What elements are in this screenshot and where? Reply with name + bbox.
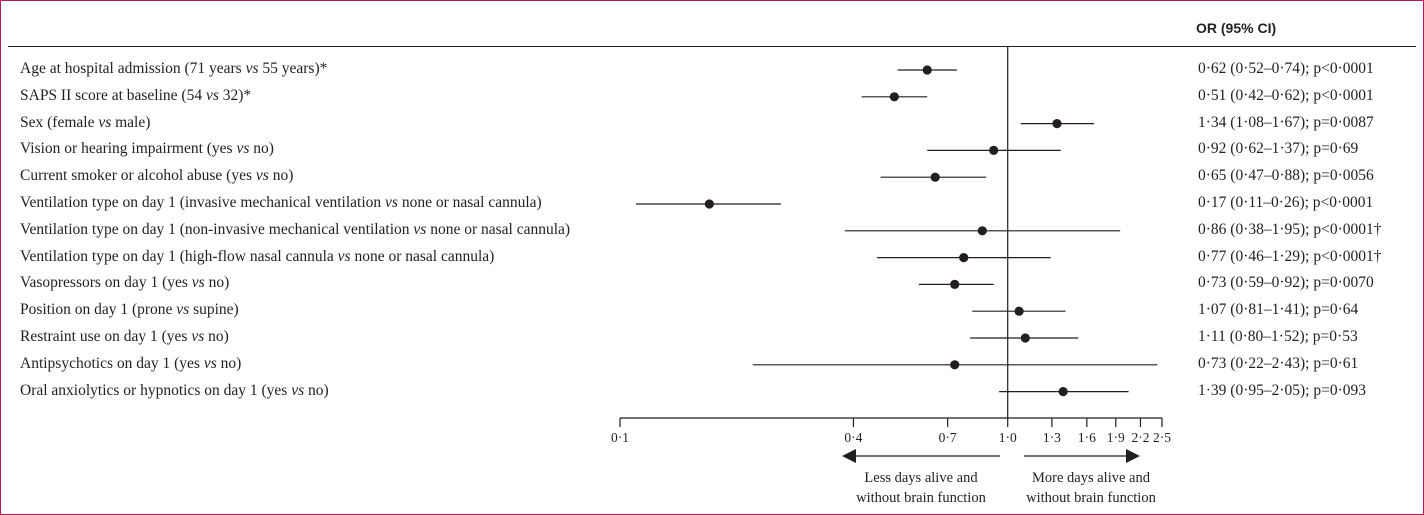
x-tick-label: 1·6	[1077, 430, 1096, 445]
row-label: Oral anxiolytics or hypnotics on day 1 (…	[20, 381, 329, 399]
x-tick-label: 1·0	[998, 430, 1017, 445]
row-label: Sex (female vs male)	[20, 113, 151, 131]
right-arrow-head	[1126, 449, 1140, 463]
row-ci-text: 0·77 (0·46–1·29); p<0·0001†	[1198, 247, 1382, 265]
row-label: Ventilation type on day 1 (invasive mech…	[20, 194, 542, 211]
point-estimate	[959, 253, 969, 263]
point-estimate	[989, 145, 999, 155]
x-tick-label: 1·9	[1106, 430, 1125, 445]
row-label: Position on day 1 (prone vs supine)	[20, 301, 239, 319]
point-estimate	[1058, 387, 1068, 397]
left-arrow-head	[842, 449, 856, 463]
row-ci-text: 1·39 (0·95–2·05); p=0·093	[1198, 381, 1367, 399]
header-rule	[8, 46, 1416, 47]
x-tick-label: 2·5	[1153, 430, 1171, 445]
row-label: Antipsychotics on day 1 (yes vs no)	[20, 354, 242, 372]
point-estimate	[930, 172, 940, 182]
row-label: Ventilation type on day 1 (non-invasive …	[20, 220, 571, 238]
row-label: Restraint use on day 1 (yes vs no)	[20, 328, 229, 345]
x-tick-label: 0·7	[938, 430, 957, 445]
row-ci-text: 0·86 (0·38–1·95); p<0·0001†	[1198, 220, 1382, 238]
row-ci-text: 0·62 (0·52–0·74); p<0·0001	[1198, 60, 1374, 77]
left-note-line-2: without brain function	[856, 490, 986, 506]
row-label: Vasopressors on day 1 (yes vs no)	[20, 274, 230, 292]
row-ci-text: 0·73 (0·22–2·43); p=0·61	[1198, 354, 1359, 372]
row-ci-text: 0·17 (0·11–0·26); p<0·0001	[1198, 194, 1374, 211]
row-ci-text: 1·11 (0·80–1·52); p=0·53	[1198, 328, 1358, 345]
x-tick-label: 0·4	[844, 430, 863, 445]
left-note: Less days alive and without brain functi…	[842, 468, 1000, 508]
row-ci-text: 0·92 (0·62–1·37); p=0·69	[1198, 140, 1359, 158]
point-estimate	[977, 226, 987, 236]
point-estimate	[922, 65, 932, 75]
row-label: Current smoker or alcohol abuse (yes vs …	[20, 167, 294, 185]
row-label: Ventilation type on day 1 (high-flow nas…	[20, 247, 495, 265]
row-label: Vision or hearing impairment (yes vs no)	[20, 140, 274, 158]
point-estimate	[950, 279, 960, 289]
row-ci-text: 1·34 (1·08–1·67); p=0·0087	[1198, 113, 1374, 131]
x-tick-label: 2·2	[1131, 430, 1150, 445]
point-estimate	[889, 92, 899, 102]
x-tick-label: 0·1	[611, 430, 629, 445]
point-estimate	[1052, 119, 1062, 129]
row-ci-text: 0·51 (0·42–0·62); p<0·0001	[1198, 86, 1374, 104]
x-tick-label: 1·3	[1042, 430, 1061, 445]
point-estimate	[950, 360, 960, 370]
row-label: SAPS II score at baseline (54 vs 32)*	[20, 86, 252, 104]
right-note-line-1: More days alive and	[1032, 470, 1150, 486]
left-note-line-1: Less days alive and	[864, 470, 978, 486]
right-note-line-2: without brain function	[1026, 490, 1156, 506]
right-note: More days alive and without brain functi…	[1012, 468, 1170, 508]
ci-column-header: OR (95% CI)	[1196, 20, 1277, 36]
point-estimate	[1020, 333, 1030, 343]
point-estimate	[1014, 306, 1024, 316]
point-estimate	[704, 199, 714, 209]
row-ci-text: 1·07 (0·81–1·41); p=0·64	[1198, 301, 1359, 319]
row-ci-text: 0·73 (0·59–0·92); p=0·0070	[1198, 274, 1374, 292]
row-label: Age at hospital admission (71 years vs 5…	[20, 60, 328, 77]
row-ci-text: 0·65 (0·47–0·88); p=0·0056	[1198, 167, 1374, 185]
